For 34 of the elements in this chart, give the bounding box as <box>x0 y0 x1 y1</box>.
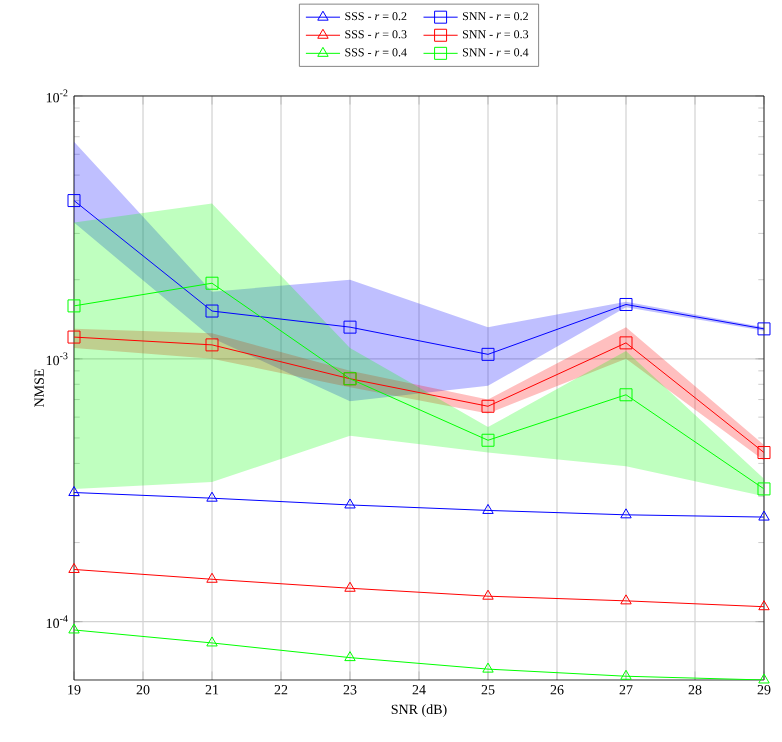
point <box>205 276 219 290</box>
point <box>757 446 771 460</box>
point <box>206 572 218 583</box>
point <box>68 486 80 497</box>
point <box>344 498 356 509</box>
point <box>757 482 771 496</box>
point <box>619 297 633 311</box>
point <box>206 636 218 647</box>
point <box>757 322 771 336</box>
point <box>758 600 770 611</box>
point <box>481 399 495 413</box>
point <box>481 347 495 361</box>
point <box>205 338 219 352</box>
point <box>344 651 356 662</box>
point <box>205 304 219 318</box>
point <box>620 508 632 519</box>
point <box>620 594 632 605</box>
point <box>68 562 80 573</box>
point <box>482 589 494 600</box>
point <box>758 673 770 684</box>
point <box>67 299 81 313</box>
point <box>67 330 81 344</box>
point <box>481 433 495 447</box>
point <box>619 336 633 350</box>
point <box>482 662 494 673</box>
point <box>68 623 80 634</box>
point <box>482 503 494 514</box>
point <box>344 581 356 592</box>
point <box>206 491 218 502</box>
point <box>619 388 633 402</box>
point <box>343 320 357 334</box>
point <box>67 194 81 208</box>
point <box>620 669 632 680</box>
point <box>758 510 770 521</box>
